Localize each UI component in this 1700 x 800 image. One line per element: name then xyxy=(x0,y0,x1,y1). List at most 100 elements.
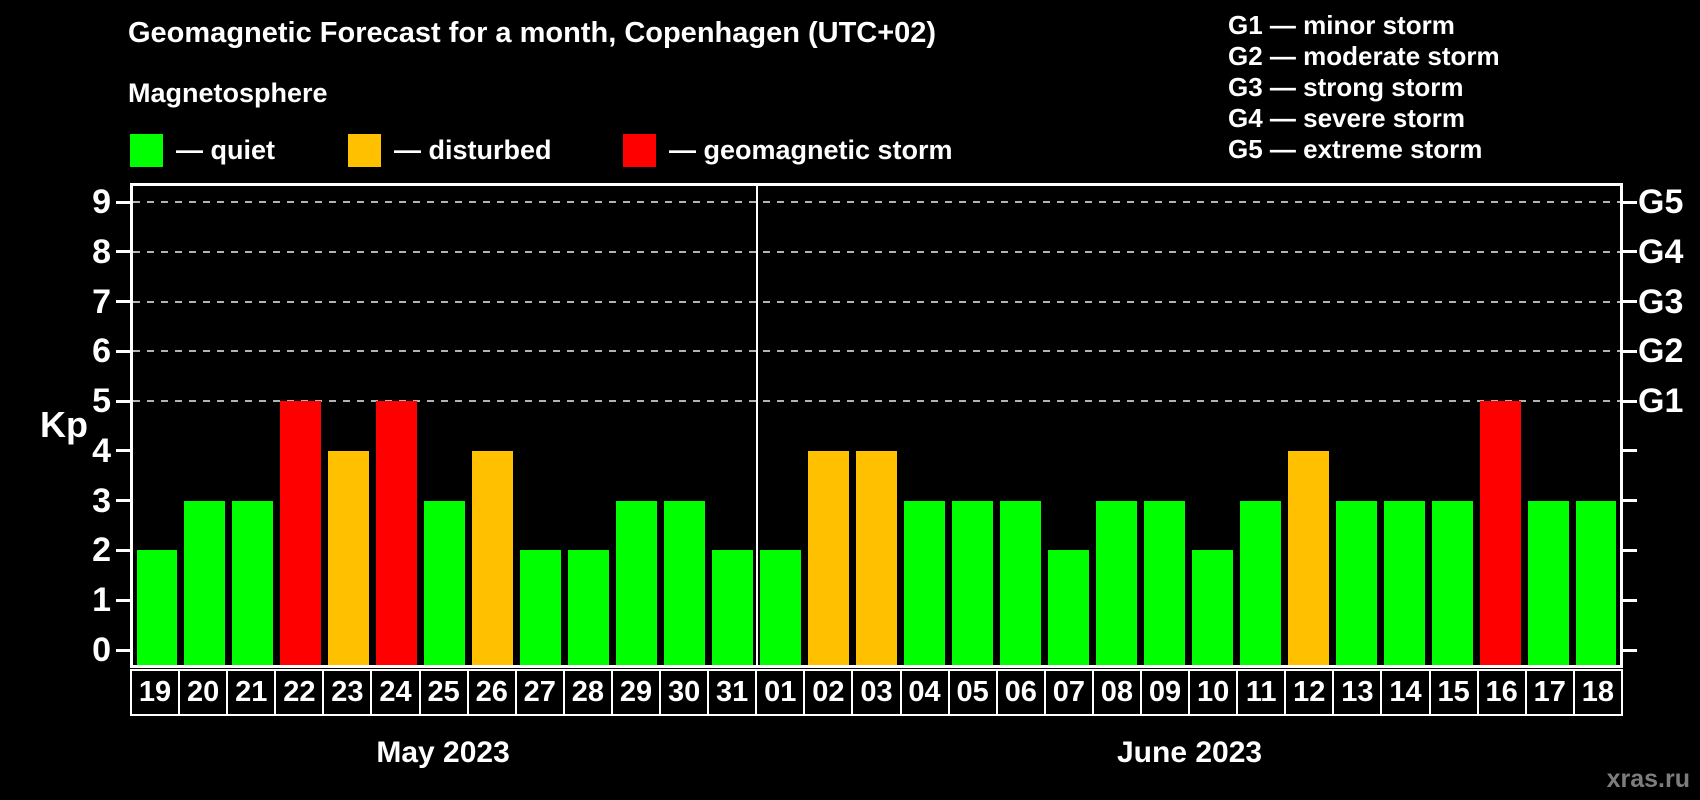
y-axis-title: Kp xyxy=(40,404,88,445)
day-label-30: 30 xyxy=(659,671,707,714)
month-label-1: June 2023 xyxy=(1116,736,1263,769)
month-label-0: May 2023 xyxy=(376,736,510,769)
day-label-02: 02 xyxy=(803,671,851,714)
day-label-26: 26 xyxy=(466,671,515,714)
right-tick-9 xyxy=(1623,200,1637,204)
day-label-03: 03 xyxy=(851,671,899,714)
bar-day-17 xyxy=(1527,500,1569,665)
right-tick-4 xyxy=(1623,449,1637,453)
bar-day-15 xyxy=(1431,500,1473,665)
day-label-21: 21 xyxy=(226,671,274,714)
day-label-09: 09 xyxy=(1139,671,1188,714)
left-tick-1 xyxy=(116,598,130,602)
day-label-05: 05 xyxy=(947,671,996,714)
day-label-18: 18 xyxy=(1572,671,1621,714)
bar-day-09 xyxy=(1143,500,1185,665)
bar-day-18 xyxy=(1575,500,1617,665)
bar-day-24 xyxy=(376,401,418,665)
day-label-22: 22 xyxy=(274,671,322,714)
gridline-7 xyxy=(133,300,1620,303)
bar-day-06 xyxy=(999,500,1041,665)
bar-day-10 xyxy=(1191,550,1233,665)
day-label-23: 23 xyxy=(322,671,370,714)
gridline-6 xyxy=(133,350,1620,353)
storm-scale-line-g1: G1 — minor storm xyxy=(1228,10,1455,40)
legend-label: — disturbed xyxy=(394,135,552,165)
left-tick-6 xyxy=(116,349,130,353)
bar-day-25 xyxy=(424,500,466,665)
day-label-28: 28 xyxy=(562,671,611,714)
day-label-01: 01 xyxy=(755,671,803,714)
g-scale-label-g5: G5 xyxy=(1638,183,1684,221)
left-tick-9 xyxy=(116,200,130,204)
storm-scale-line-g3: G3 — strong storm xyxy=(1228,72,1464,102)
bar-day-30 xyxy=(664,500,706,665)
gridline-8 xyxy=(133,250,1620,253)
chart-subtitle: Magnetosphere xyxy=(128,78,328,108)
day-label-14: 14 xyxy=(1380,671,1428,714)
month-axis: May 2023 June 2023 xyxy=(130,736,1623,776)
bar-day-03 xyxy=(856,450,897,665)
storm-scale-legend: G1 — minor storm G2 — moderate storm G3 … xyxy=(1228,10,1500,165)
right-tick-1 xyxy=(1623,598,1637,602)
y-tick-label-2: 2 xyxy=(92,531,111,570)
day-label-04: 04 xyxy=(899,671,948,714)
day-label-08: 08 xyxy=(1091,671,1140,714)
bar-day-21 xyxy=(232,500,274,665)
day-label-07: 07 xyxy=(1043,671,1092,714)
bar-day-02 xyxy=(808,450,849,665)
day-label-12: 12 xyxy=(1284,671,1332,714)
day-label-24: 24 xyxy=(370,671,418,714)
bar-day-13 xyxy=(1335,500,1377,665)
page-title: Geomagnetic Forecast for a month, Copenh… xyxy=(128,17,937,49)
y-tick-label-9: 9 xyxy=(92,183,111,221)
left-tick-2 xyxy=(116,548,130,552)
day-label-20: 20 xyxy=(178,671,226,714)
y-tick-label-6: 6 xyxy=(92,332,111,371)
bar-day-11 xyxy=(1239,500,1281,665)
bar-day-23 xyxy=(328,450,370,665)
bar-day-26 xyxy=(472,450,514,665)
legend-label: — geomagnetic storm xyxy=(669,135,953,165)
bar-day-29 xyxy=(616,500,658,665)
gridline-9 xyxy=(133,201,1620,203)
left-tick-0 xyxy=(116,648,130,652)
day-label-25: 25 xyxy=(418,671,467,714)
legend-label: — quiet xyxy=(176,135,275,165)
plot-area: 0 1 2 3 4 5 6 7 8 9 G1 G2 G3 G4 G5 xyxy=(92,183,1683,669)
left-tick-3 xyxy=(116,499,130,503)
bar-day-16 xyxy=(1479,401,1521,665)
gridline-5 xyxy=(133,400,1620,403)
day-label-11: 11 xyxy=(1236,671,1284,714)
bar-day-07 xyxy=(1047,550,1089,665)
day-label-16: 16 xyxy=(1476,671,1525,714)
left-tick-7 xyxy=(116,300,130,304)
y-tick-label-4: 4 xyxy=(92,431,111,470)
day-label-19: 19 xyxy=(138,676,172,708)
y-tick-label-0: 0 xyxy=(92,631,111,669)
right-tick-2 xyxy=(1623,548,1637,552)
bar-day-08 xyxy=(1095,500,1137,665)
bar-day-12 xyxy=(1287,450,1329,665)
left-tick-8 xyxy=(116,250,130,254)
y-tick-label-5: 5 xyxy=(92,382,111,421)
storm-scale-line-g2: G2 — moderate storm xyxy=(1228,41,1500,71)
storm-color-swatch xyxy=(623,134,656,167)
day-label-15: 15 xyxy=(1428,671,1477,714)
bar-day-27 xyxy=(520,550,562,665)
day-label-29: 29 xyxy=(610,671,659,714)
day-label-13: 13 xyxy=(1332,671,1380,714)
y-tick-label-7: 7 xyxy=(92,282,111,321)
quiet-color-swatch xyxy=(130,134,163,167)
bar-day-14 xyxy=(1383,500,1425,665)
day-label-31: 31 xyxy=(707,671,755,714)
g-scale-label-g2: G2 xyxy=(1638,332,1684,371)
day-label-17: 17 xyxy=(1524,671,1573,714)
watermark: xras.ru xyxy=(1606,765,1690,793)
left-tick-5 xyxy=(116,399,130,403)
bar-day-19 xyxy=(136,550,178,665)
y-tick-label-3: 3 xyxy=(92,481,111,520)
day-label-27: 27 xyxy=(514,671,563,714)
right-tick-5 xyxy=(1623,399,1637,403)
storm-scale-line-g4: G4 — severe storm xyxy=(1228,103,1466,133)
